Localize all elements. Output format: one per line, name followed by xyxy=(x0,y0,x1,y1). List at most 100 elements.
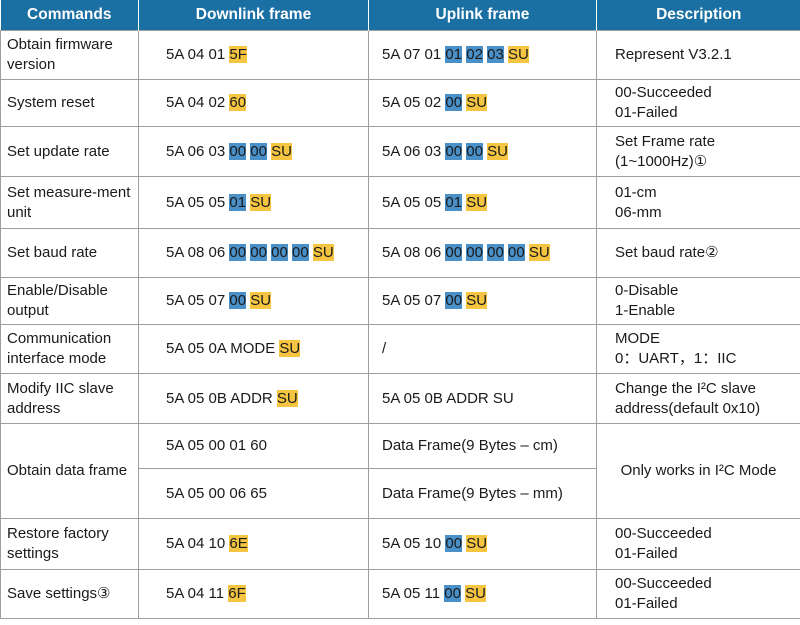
frame-text: 5A 05 07 xyxy=(166,292,230,309)
frame-text: 5A 05 05 xyxy=(166,193,230,211)
description-line: 00-Succeeded xyxy=(615,84,712,101)
uplink-cell: 5A 05 05 01 SU xyxy=(368,176,597,229)
value-byte: 03 xyxy=(487,46,504,63)
frame-text: 5A 05 10 xyxy=(382,535,446,552)
command-cell: Enable/Disable output xyxy=(0,277,139,325)
checksum-byte: SU xyxy=(271,142,292,160)
checksum-byte: SU xyxy=(466,193,488,211)
checksum-byte: SU xyxy=(487,142,508,160)
description-line: Only works in I²C Mode xyxy=(620,462,777,479)
description-line: 0：UART，1：IIC xyxy=(615,350,737,367)
frame-text: 5A 08 06 xyxy=(382,244,446,261)
checksum-byte: SU xyxy=(466,94,488,111)
value-byte: 00 xyxy=(271,244,288,261)
table-row: Save settings③ 5A 04 11 6F 5A 05 11 00 S… xyxy=(0,569,800,619)
value-byte: 00 xyxy=(229,244,247,261)
uplink-cell: / xyxy=(368,324,597,374)
frame-text: 5A 05 00 06 65 xyxy=(166,484,267,502)
table-row: Obtain firmware version 5A 04 01 5F 5A 0… xyxy=(0,30,800,80)
description-cell: 00-Succeeded 01-Failed xyxy=(596,518,800,570)
checksum-byte: SU xyxy=(465,585,486,602)
command-cell: Set baud rate xyxy=(0,228,139,278)
value-byte: 02 xyxy=(466,46,483,63)
downlink-cell: 5A 04 01 5F xyxy=(138,30,369,80)
value-byte: 00 xyxy=(487,244,504,261)
downlink-cell: 5A 04 11 6F xyxy=(138,569,369,619)
description-line: address(default 0x10) xyxy=(615,399,761,417)
checksum-byte: SU xyxy=(250,292,272,309)
description-cell: Set Frame rate (1~1000Hz)① xyxy=(596,126,800,177)
description-line: (1~1000Hz)① xyxy=(615,152,708,170)
frame-text: 5A 04 01 xyxy=(166,46,230,63)
frame-text: 5A 06 03 xyxy=(382,142,446,160)
command-cell: Save settings③ xyxy=(0,569,139,619)
frame-text: 5A 05 0A MODE xyxy=(166,340,280,357)
table-row: Restore factory settings 5A 04 10 6E 5A … xyxy=(0,518,800,570)
description-line: MODE xyxy=(615,330,660,347)
uplink-cell: 5A 05 0B ADDR SU xyxy=(368,373,597,424)
frame-text: 5A 04 11 xyxy=(166,585,229,602)
description-cell: 00-Succeeded 01-Failed xyxy=(596,79,800,127)
col-header-uplink: Uplink frame xyxy=(368,0,597,31)
description-cell: Only works in I²C Mode xyxy=(596,423,800,519)
value-byte: 01 xyxy=(445,46,463,63)
table-row: Obtain data frame 5A 05 00 01 60 Data Fr… xyxy=(0,423,800,519)
uplink-cell: 5A 05 07 00 SU xyxy=(368,277,597,325)
description-cell: Set baud rate② xyxy=(596,228,800,278)
command-cell: System reset xyxy=(0,79,139,127)
table-row: Modify IIC slave address 5A 05 0B ADDR S… xyxy=(0,373,800,424)
downlink-cell: 5A 06 03 00 00 SU xyxy=(138,126,369,177)
downlink-cell: 5A 08 06 00 00 00 00 SU xyxy=(138,228,369,278)
checksum-byte: SU xyxy=(466,292,488,309)
downlink-cell: 5A 05 0A MODE SU xyxy=(138,324,369,374)
frame-text: 5A 05 02 xyxy=(382,94,446,111)
table-row: Enable/Disable output 5A 05 07 00 SU 5A … xyxy=(0,277,800,325)
col-header-commands: Commands xyxy=(0,0,139,31)
command-cell: Obtain firmware version xyxy=(0,30,139,80)
value-byte: 00 xyxy=(250,142,267,160)
frame-text: 5A 08 06 xyxy=(166,244,230,261)
description-cell: Represent V3.2.1 xyxy=(596,30,800,80)
table-header-row: Commands Downlink frame Uplink frame Des… xyxy=(0,0,800,31)
uplink-cell: 5A 07 01 01 02 03 SU xyxy=(368,30,597,80)
value-byte: 00 xyxy=(445,292,463,309)
description-line: 00-Succeeded xyxy=(615,575,712,592)
frame-text: 5A 06 03 xyxy=(166,142,230,160)
command-cell: Set update rate xyxy=(0,126,139,177)
frame-text: 5A 04 10 xyxy=(166,535,230,552)
checksum-byte: 6E xyxy=(229,535,248,552)
checksum-byte: SU xyxy=(507,46,529,63)
description-line: 01-Failed xyxy=(615,595,678,612)
checksum-byte: SU xyxy=(276,389,298,407)
frame-text: 5A 05 0B ADDR xyxy=(166,389,277,407)
uplink-cell: Data Frame(9 Bytes – cm) xyxy=(368,423,597,469)
table-row: Communication interface mode 5A 05 0A MO… xyxy=(0,324,800,374)
downlink-cell: 5A 05 05 01 SU xyxy=(138,176,369,229)
value-byte: 00 xyxy=(445,535,463,552)
command-cell: Communication interface mode xyxy=(0,324,139,374)
value-byte: 00 xyxy=(445,94,463,111)
value-byte: 00 xyxy=(507,244,525,261)
value-byte: 00 xyxy=(291,244,309,261)
checksum-byte: 5F xyxy=(229,46,247,63)
value-byte: 00 xyxy=(466,244,483,261)
frame-text: 5A 05 00 01 60 xyxy=(166,437,267,454)
table-row: System reset 5A 04 02 60 5A 05 02 00 SU … xyxy=(0,79,800,127)
description-line: 00-Succeeded xyxy=(615,525,712,542)
downlink-cell: 5A 04 10 6E xyxy=(138,518,369,570)
frame-text: 5A 05 05 xyxy=(382,193,446,211)
command-cell: Restore factory settings xyxy=(0,518,139,570)
description-line: Represent V3.2.1 xyxy=(615,46,732,63)
checksum-byte: 60 xyxy=(229,94,247,111)
checksum-byte: SU xyxy=(250,193,272,211)
value-byte: 00 xyxy=(466,142,483,160)
frame-text: 5A 05 07 xyxy=(382,292,446,309)
uplink-cell: 5A 06 03 00 00 SU xyxy=(368,126,597,177)
frame-text: 5A 05 11 xyxy=(382,585,445,602)
description-line: 1-Enable xyxy=(615,302,676,319)
description-line: 06-mm xyxy=(615,203,662,221)
frame-text: 5A 05 0B ADDR SU xyxy=(382,389,514,407)
uplink-cell: Data Frame(9 Bytes – mm) xyxy=(368,468,597,519)
description-cell: 00-Succeeded 01-Failed xyxy=(596,569,800,619)
